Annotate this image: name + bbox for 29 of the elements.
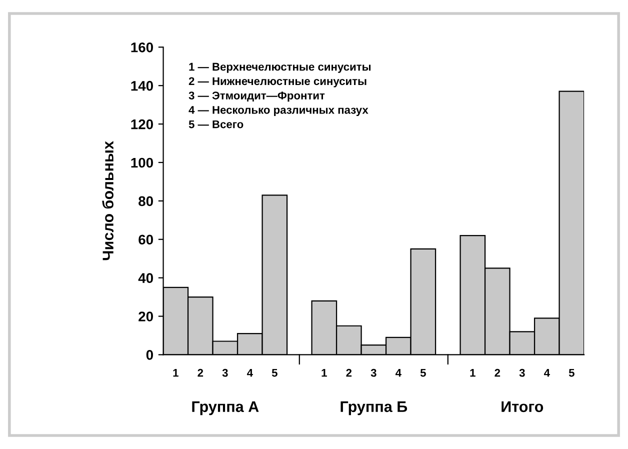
- y-tick-label: 160: [131, 42, 153, 52]
- text: Группа Б: [340, 401, 408, 416]
- x-tick-label: 3: [370, 368, 376, 377]
- x-tick-label: 4: [395, 369, 402, 377]
- y-tick-label: 40: [138, 273, 153, 283]
- y-tick-label: 20: [138, 312, 153, 322]
- y-tick-label: 80: [138, 196, 153, 206]
- x-tick-label: 4: [544, 369, 550, 377]
- x-tick-label: 3: [222, 368, 228, 377]
- x-tick-label: 1: [470, 369, 476, 377]
- annotation: 1 — Верхнечелюстные синуситы 2 — Нижнечелюстные синуситы 3 — Этмоидит—Фронтит 4 — Несколько различных пазух 5 — Всего: [188, 62, 371, 128]
- y-tick-label: 140: [131, 80, 153, 91]
- x-tick-label: 2: [494, 368, 500, 377]
- x-tick-label: 4: [246, 369, 253, 377]
- x-tick-label: 2: [346, 368, 352, 377]
- y-tick-label: 0: [146, 350, 153, 360]
- text: Итого: [502, 401, 544, 412]
- x-tick-label: 5: [568, 369, 574, 377]
- x-tick-label: 1: [173, 369, 178, 377]
- y-axis-title: Число больных: [102, 141, 114, 260]
- x-tick-label: 3: [519, 368, 525, 377]
- x-tick-label: 5: [272, 369, 278, 377]
- y-tick-label: 100: [131, 158, 153, 168]
- y-tick-label: 120: [131, 119, 153, 130]
- x-tick-label: 5: [420, 369, 426, 377]
- x-tick-label: 2: [198, 368, 204, 377]
- x-tick-label: 1: [322, 369, 327, 377]
- y-tick-label: 60: [138, 234, 153, 245]
- text: Группа А: [192, 401, 259, 416]
